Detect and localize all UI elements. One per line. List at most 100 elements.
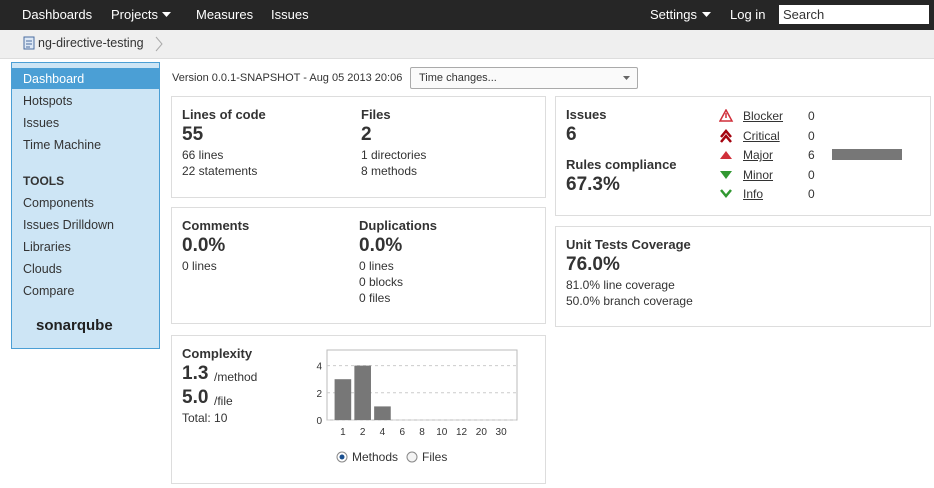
active-item-bg bbox=[12, 68, 159, 89]
value: 0.0% bbox=[182, 235, 226, 256]
label: Comments bbox=[182, 218, 250, 233]
detail: 0 blocks bbox=[359, 275, 404, 289]
caret bbox=[623, 76, 630, 80]
detail: 66 lines bbox=[182, 148, 224, 162]
label: Duplications bbox=[359, 218, 438, 233]
radio-label[interactable]: Methods bbox=[352, 450, 399, 464]
value: 5.0 bbox=[182, 387, 209, 408]
x-tick-label: 30 bbox=[496, 427, 508, 438]
nav-link[interactable]: Log in bbox=[730, 7, 766, 22]
top-nav: Dashboards Projects Measures Issues Sett… bbox=[0, 0, 934, 30]
x-tick-label: 6 bbox=[399, 427, 405, 438]
detail: 0 files bbox=[359, 291, 391, 305]
sidebar-link[interactable]: Dashboard bbox=[23, 72, 85, 86]
x-tick-label: 20 bbox=[476, 427, 488, 438]
bar bbox=[354, 365, 371, 420]
sidebar-link[interactable]: Libraries bbox=[23, 240, 71, 254]
comments-widget: Comments 0.0% 0 lines Duplications 0.0% … bbox=[171, 207, 546, 324]
breadcrumb[interactable]: ng-directive-testing bbox=[38, 36, 144, 50]
severity-link[interactable]: Blocker bbox=[743, 109, 784, 123]
nav-link[interactable]: Dashboards bbox=[22, 7, 93, 22]
x-tick-label: 4 bbox=[380, 427, 386, 438]
detail: 0 lines bbox=[182, 259, 217, 273]
total: Total: 10 bbox=[182, 411, 228, 425]
coverage-widget: Unit Tests Coverage 76.0% 81.0% line cov… bbox=[555, 226, 931, 327]
search-box[interactable]: Search bbox=[779, 5, 929, 24]
radio-label[interactable]: Files bbox=[422, 450, 448, 464]
version: Version 0.0.1-SNAPSHOT - Aug 05 2013 20:… bbox=[172, 72, 403, 84]
unit: /file bbox=[214, 394, 233, 408]
sidebar-link[interactable]: Hotspots bbox=[23, 94, 73, 108]
severity-count: 0 bbox=[808, 167, 815, 182]
severity-count: 0 bbox=[808, 187, 815, 201]
severity-count: 0 bbox=[808, 128, 815, 143]
x-tick-label: 2 bbox=[360, 427, 366, 438]
label: Files bbox=[361, 107, 391, 122]
label: Complexity bbox=[182, 346, 253, 361]
severity-count: 6 bbox=[808, 148, 815, 162]
sidebar-link[interactable]: Compare bbox=[23, 284, 75, 298]
issues-widget: Issues 6 Rules compliance 67.3% Blocker 0… bbox=[555, 96, 931, 216]
severity-count: 0 bbox=[808, 109, 815, 123]
value: 55 bbox=[182, 124, 204, 145]
nav-link[interactable]: Issues bbox=[271, 7, 309, 22]
label: Unit Tests Coverage bbox=[566, 237, 691, 252]
x-tick-label: 10 bbox=[436, 427, 448, 438]
radio-checked[interactable] bbox=[336, 451, 348, 463]
y-tick-label: 0 bbox=[316, 416, 322, 427]
nav-link[interactable]: Settings bbox=[650, 7, 697, 22]
bar bbox=[374, 406, 391, 420]
value: 6 bbox=[566, 124, 577, 145]
detail: 8 methods bbox=[361, 164, 418, 178]
sidebar-link[interactable]: Time Machine bbox=[23, 138, 102, 152]
severity-link[interactable]: Major bbox=[743, 148, 774, 162]
label: Issues bbox=[566, 107, 607, 122]
chevron bbox=[155, 36, 163, 52]
sidebar-link[interactable]: Issues Drilldown bbox=[23, 218, 115, 232]
logo: sonarqube bbox=[36, 317, 113, 334]
detail: 22 statements bbox=[182, 164, 258, 178]
severity-icons bbox=[719, 109, 734, 198]
severity-link[interactable]: Minor bbox=[743, 167, 774, 182]
sidebar-link[interactable]: Issues bbox=[23, 116, 60, 130]
label: Rules compliance bbox=[566, 157, 677, 172]
x-tick-label: 12 bbox=[456, 427, 468, 438]
complexity-widget: Complexity 1.3 /method 5.0 /file Total: … bbox=[171, 335, 546, 484]
caret bbox=[702, 12, 711, 17]
value: 2 bbox=[361, 124, 372, 145]
detail: 81.0% line coverage bbox=[566, 278, 675, 292]
severity-link[interactable]: Critical bbox=[743, 128, 780, 143]
y-tick-label: 4 bbox=[316, 362, 322, 373]
radio[interactable] bbox=[406, 451, 418, 463]
time-select[interactable]: Time changes... bbox=[410, 67, 638, 89]
size-widget: Lines of code 55 66 lines 22 statements … bbox=[171, 96, 546, 198]
nav-link[interactable]: Projects bbox=[111, 7, 158, 22]
search-placeholder: Search bbox=[783, 7, 825, 22]
breadcrumb-bar: ng-directive-testing bbox=[0, 30, 934, 59]
sidebar: Dashboard Hotspots Issues Time Machine T… bbox=[11, 62, 160, 349]
value: 0.0% bbox=[359, 235, 403, 256]
y-tick-label: 2 bbox=[316, 389, 322, 400]
bar bbox=[334, 379, 352, 420]
value: 76.0% bbox=[566, 254, 620, 275]
label: Lines of code bbox=[182, 107, 266, 122]
sidebar-link[interactable]: Clouds bbox=[23, 262, 62, 276]
select-text: Time changes... bbox=[419, 72, 497, 84]
detail: 50.0% branch coverage bbox=[566, 294, 693, 308]
value: 1.3 bbox=[182, 363, 209, 384]
project-icon bbox=[23, 36, 35, 50]
x-tick-label: 8 bbox=[419, 427, 425, 438]
detail: 0 lines bbox=[359, 259, 394, 273]
nav-link[interactable]: Measures bbox=[196, 7, 254, 22]
value: 67.3% bbox=[566, 174, 620, 195]
detail: 1 directories bbox=[361, 148, 427, 162]
unit: /method bbox=[214, 370, 258, 384]
severity-bar bbox=[832, 149, 902, 160]
x-tick-label: 1 bbox=[340, 427, 346, 438]
sidebar-link[interactable]: Components bbox=[23, 196, 94, 210]
sidebar-heading: TOOLS bbox=[23, 174, 65, 188]
severity-link[interactable]: Info bbox=[743, 187, 764, 201]
caret bbox=[162, 12, 171, 17]
